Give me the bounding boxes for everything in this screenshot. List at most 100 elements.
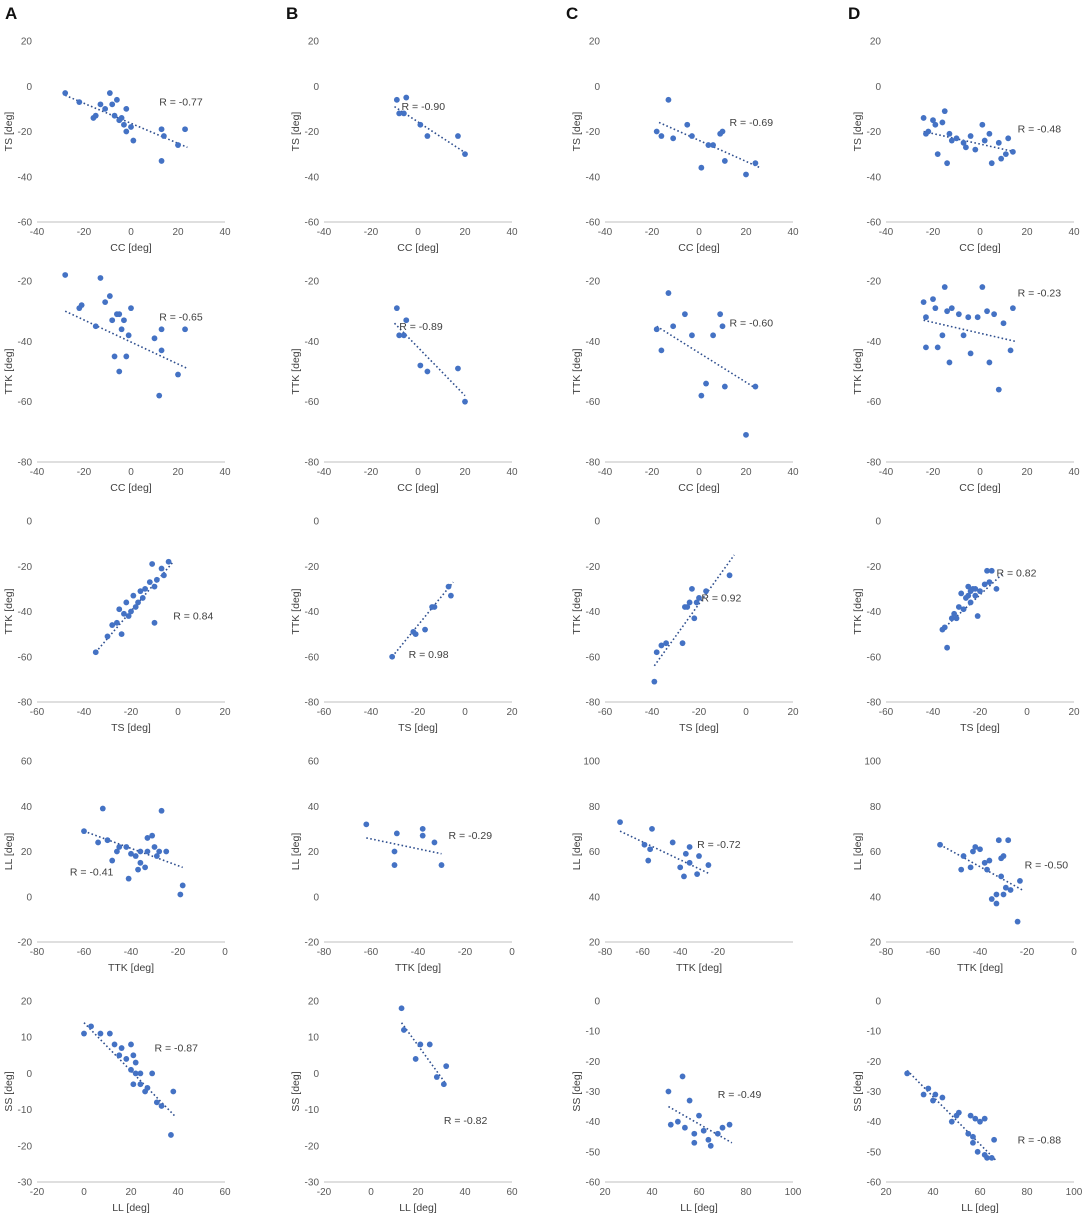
chart-b1-x-tick-label: -40 bbox=[317, 227, 332, 238]
chart-a2-data-point bbox=[116, 311, 123, 318]
chart-a3-y-axis-title: TTK [deg] bbox=[3, 588, 15, 634]
chart-d3-data-point bbox=[981, 581, 988, 588]
chart-d5-y-tick-label: -30 bbox=[867, 1087, 882, 1098]
chart-c2-data-point bbox=[752, 383, 759, 390]
chart-c1-y-tick-label: 20 bbox=[589, 37, 601, 48]
chart-c3-data-point bbox=[691, 615, 698, 622]
chart-a1-data-point bbox=[130, 137, 137, 144]
chart-d4-data-point bbox=[937, 841, 943, 848]
chart-a3-data-point bbox=[151, 619, 158, 626]
chart-d5-data-point bbox=[974, 1148, 981, 1155]
chart-d5-data-point bbox=[932, 1091, 939, 1098]
chart-c5-x-tick-label: 40 bbox=[646, 1187, 658, 1198]
chart-a4-y-axis-title: LL [deg] bbox=[3, 833, 15, 871]
chart-a2-data-point bbox=[158, 326, 165, 333]
chart-c5-data-point bbox=[700, 1127, 707, 1134]
chart-c5-data-point bbox=[726, 1121, 733, 1128]
chart-b3-y-tick-label: 0 bbox=[313, 517, 319, 528]
chart-a3-data-point bbox=[158, 565, 165, 572]
chart-c4-y-tick-label: 60 bbox=[589, 847, 601, 858]
chart-c5-y-tick-label: -40 bbox=[586, 1117, 601, 1128]
chart-b1-x-tick-label: -20 bbox=[364, 227, 379, 238]
chart-c5-x-axis-title: LL [deg] bbox=[680, 1202, 718, 1214]
chart-d1-y-tick-label: -60 bbox=[867, 218, 882, 229]
chart-c5-data-point bbox=[719, 1124, 726, 1131]
chart-b2-y-tick-label: -40 bbox=[305, 337, 320, 348]
chart-b4-data-point bbox=[438, 862, 445, 868]
chart-b3-y-tick-label: -80 bbox=[305, 698, 320, 709]
chart-d2-x-tick-label: 0 bbox=[977, 467, 983, 478]
chart-c4-data-point bbox=[696, 853, 702, 859]
chart-d4-x-tick-label: 0 bbox=[1071, 947, 1077, 958]
chart-c1-data-point bbox=[752, 160, 759, 167]
chart-b1-data-point bbox=[393, 96, 400, 103]
chart-a2-y-axis-title: TTK [deg] bbox=[3, 348, 15, 394]
chart-d2-x-tick-label: -40 bbox=[879, 467, 894, 478]
chart-a1-y-tick-label: -60 bbox=[18, 218, 33, 229]
chart-a2-trendline bbox=[64, 310, 188, 370]
chart-a4-data-point bbox=[114, 848, 120, 855]
chart-c3-data-point bbox=[653, 649, 660, 656]
chart-c5-data-point bbox=[691, 1130, 698, 1137]
chart-c1-data-point bbox=[684, 121, 691, 128]
chart-d4-data-point bbox=[1000, 891, 1007, 898]
chart-a5-y-tick-label: 0 bbox=[26, 1069, 32, 1080]
chart-d4-y-tick-label: 40 bbox=[870, 892, 882, 903]
chart-c1-data-point bbox=[658, 133, 665, 139]
chart-d4-data-point bbox=[993, 891, 1000, 898]
chart-b5-data-point bbox=[440, 1081, 447, 1088]
chart-a5-data-point bbox=[130, 1052, 137, 1059]
chart-b2-data-point bbox=[393, 305, 400, 312]
chart-a1-y-tick-label: 20 bbox=[21, 37, 33, 48]
column-label-d: D bbox=[848, 4, 860, 23]
chart-b5-y-tick-label: -20 bbox=[305, 1141, 320, 1152]
chart-d3-data-point bbox=[941, 624, 948, 631]
chart-c2-x-tick-label: -20 bbox=[645, 467, 660, 478]
chart-d1-data-point bbox=[934, 151, 941, 158]
chart-a2-x-tick-label: -20 bbox=[77, 467, 92, 478]
chart-d3-data-point bbox=[972, 585, 979, 592]
chart-b1-data-point bbox=[417, 121, 424, 128]
chart-b2-x-axis-title: CC [deg] bbox=[397, 482, 439, 494]
chart-d1-data-point bbox=[963, 144, 969, 151]
chart-c1-data-point bbox=[721, 158, 728, 164]
chart-d4-x-tick-label: -20 bbox=[1020, 947, 1035, 958]
chart-c4-data-point bbox=[677, 864, 684, 871]
chart-c5-data-point bbox=[707, 1142, 714, 1149]
chart-d2-data-point bbox=[974, 314, 981, 321]
chart-a1-data-point bbox=[102, 105, 109, 112]
chart-d4-data-point bbox=[977, 846, 983, 853]
chart-d5-x-tick-label: 40 bbox=[927, 1187, 939, 1198]
chart-d4-data-point bbox=[1000, 853, 1007, 859]
chart-a2-data-point bbox=[106, 293, 113, 299]
chart-b4-x-tick-label: -80 bbox=[317, 947, 332, 958]
chart-d5-x-tick-label: 60 bbox=[974, 1187, 986, 1198]
chart-d2-x-tick-label: 40 bbox=[1068, 467, 1080, 478]
chart-a4-y-tick-label: -20 bbox=[18, 938, 33, 949]
chart-a4-data-point bbox=[151, 844, 158, 850]
chart-c5-y-tick-label: -60 bbox=[586, 1178, 601, 1189]
chart-b3-y-tick-label: -20 bbox=[305, 562, 320, 573]
chart-b5-y-axis-title: SS [deg] bbox=[290, 1071, 302, 1111]
chart-a4-data-point bbox=[142, 864, 149, 871]
chart-d2-y-axis-title: TTK [deg] bbox=[852, 348, 864, 394]
chart-d3-x-tick-label: -60 bbox=[879, 707, 894, 718]
chart-b5-data-point bbox=[417, 1041, 424, 1048]
chart-d1-data-point bbox=[932, 121, 939, 128]
chart-c2-x-tick-label: 40 bbox=[787, 467, 799, 478]
chart-d4-y-axis-title: LL [deg] bbox=[852, 833, 864, 871]
chart-a4-data-point bbox=[104, 837, 111, 844]
chart-a5-y-tick-label: -30 bbox=[18, 1178, 33, 1189]
chart-d2-data-point bbox=[941, 284, 948, 290]
chart-c3-y-tick-label: -80 bbox=[586, 698, 601, 709]
chart-a5-data-point bbox=[132, 1059, 139, 1066]
chart-c3-data-point bbox=[726, 572, 733, 579]
chart-a1-data-point bbox=[111, 112, 118, 119]
chart-a5-data-point bbox=[128, 1041, 134, 1048]
chart-d3-data-point bbox=[988, 567, 995, 574]
chart-b1-y-tick-label: -20 bbox=[305, 127, 320, 138]
chart-c2-y-tick-label: -60 bbox=[586, 397, 601, 408]
chart-a5-r-label: R = -0.87 bbox=[155, 1043, 199, 1055]
